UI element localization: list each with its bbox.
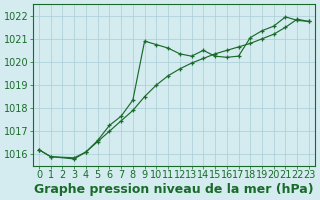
X-axis label: Graphe pression niveau de la mer (hPa): Graphe pression niveau de la mer (hPa) xyxy=(34,183,314,196)
